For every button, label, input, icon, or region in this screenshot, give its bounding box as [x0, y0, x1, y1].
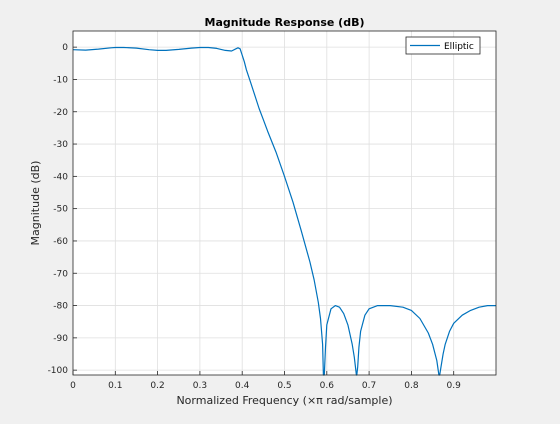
y-ticks: 0 -10 -20 -30 -40 -50 -60 -70 -80 -90 -100	[48, 43, 77, 376]
x-ticks: 0 0.1 0.2 0.3 0.4 0.5 0.6 0.7 0.8 0.9	[70, 371, 461, 391]
x-tick-label: 0.4	[235, 381, 250, 391]
y-tick-label: -20	[53, 108, 68, 118]
y-tick-label: -60	[53, 237, 68, 247]
legend: Elliptic	[405, 36, 481, 55]
y-tick-label: -70	[53, 269, 68, 279]
legend-label-elliptic: Elliptic	[444, 42, 474, 52]
y-tick-label: 0	[62, 43, 68, 53]
x-tick-label: 0.2	[150, 381, 164, 391]
x-tick-label: 0.8	[404, 381, 419, 391]
x-tick-label: 0.7	[362, 381, 376, 391]
x-tick-label: 0.6	[320, 381, 335, 391]
x-axis-label: Normalized Frequency (×π rad/sample)	[176, 394, 392, 407]
x-tick-label: 0	[70, 381, 76, 391]
chart-title: Magnitude Response (dB)	[205, 16, 365, 29]
x-tick-label: 0.3	[193, 381, 207, 391]
x-tick-label: 0.9	[447, 381, 462, 391]
y-tick-label: -10	[53, 75, 68, 85]
x-grid	[114, 31, 455, 375]
y-tick-label: -80	[53, 302, 68, 312]
y-tick-label: -40	[53, 172, 68, 182]
x-tick-label: 0.5	[277, 381, 291, 391]
x-tick-label: 0.1	[108, 381, 122, 391]
y-tick-label: -30	[53, 140, 68, 150]
legend-box	[405, 36, 481, 55]
y-tick-label: -100	[48, 366, 69, 376]
y-tick-label: -50	[53, 205, 68, 215]
y-tick-label: -90	[53, 334, 68, 344]
y-axis-label: Magnitude (dB)	[29, 161, 42, 246]
